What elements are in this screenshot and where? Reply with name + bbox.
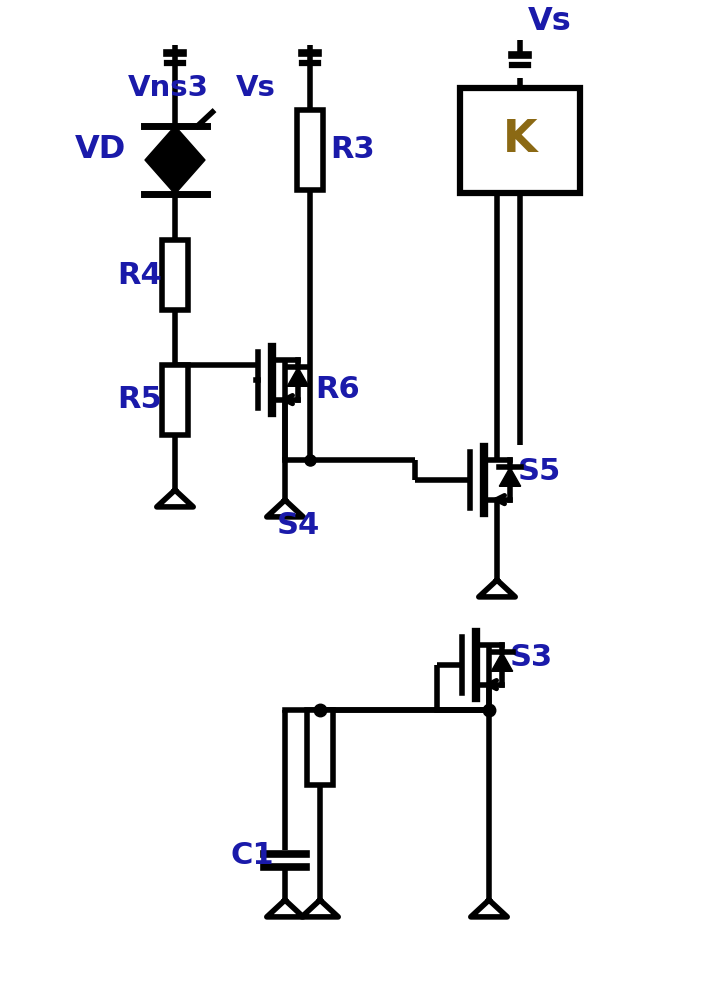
Text: VD: VD <box>75 134 126 165</box>
Text: C1: C1 <box>230 840 274 869</box>
Text: Vns3: Vns3 <box>128 74 209 102</box>
Bar <box>162 365 188 435</box>
Text: Vs: Vs <box>528 6 571 37</box>
Bar <box>460 88 580 192</box>
Bar <box>162 240 188 310</box>
Text: Vs: Vs <box>236 74 276 102</box>
Polygon shape <box>288 367 309 386</box>
Polygon shape <box>499 467 521 486</box>
Text: R5: R5 <box>117 385 162 414</box>
Text: S3: S3 <box>510 643 553 672</box>
Text: K: K <box>503 118 537 161</box>
Polygon shape <box>491 652 513 671</box>
Text: R3: R3 <box>330 135 375 164</box>
Polygon shape <box>145 126 205 160</box>
Bar <box>307 710 333 785</box>
Polygon shape <box>145 160 205 194</box>
Text: R6: R6 <box>315 375 360 404</box>
Text: R4: R4 <box>117 260 162 290</box>
Text: S5: S5 <box>518 458 561 487</box>
Text: S4: S4 <box>277 510 320 540</box>
Bar <box>297 110 323 190</box>
